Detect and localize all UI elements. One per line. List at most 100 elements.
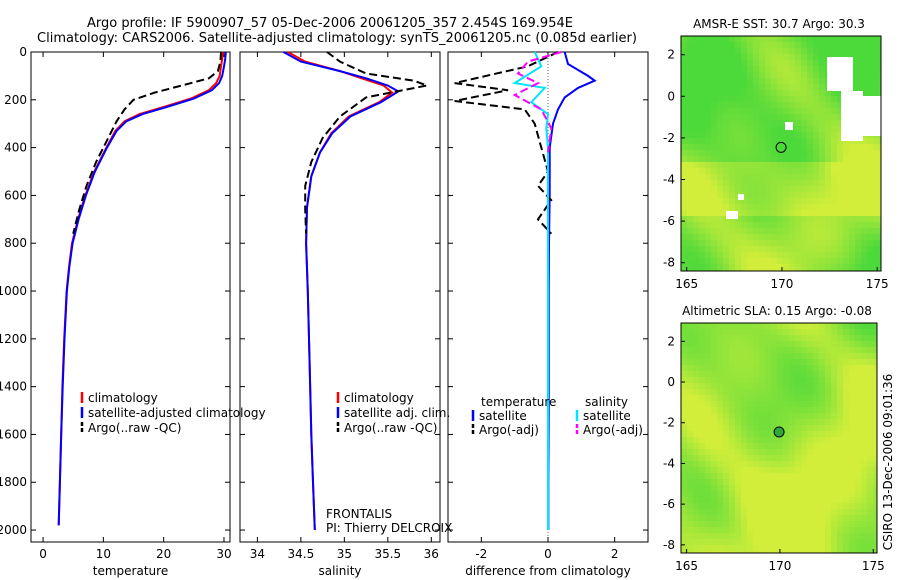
sla_map-cell xyxy=(747,371,753,377)
sst_map-cell xyxy=(759,42,765,48)
sst_map-cell xyxy=(777,180,783,186)
sst_map-cell xyxy=(879,216,881,222)
sst_map-cell xyxy=(795,60,801,66)
salinity-legend-label-1: satellite adj. clim. xyxy=(344,406,450,420)
sst_map-cell xyxy=(789,108,795,114)
sla_map-cell xyxy=(681,437,687,443)
sst_map-cell xyxy=(735,198,741,204)
sst_map-cell xyxy=(753,204,759,210)
sst_map-cell xyxy=(837,108,843,114)
sst_map-cell xyxy=(801,258,807,264)
sla_map-cell xyxy=(747,425,753,431)
sla_map-cell xyxy=(705,503,711,509)
sla_map-cell xyxy=(837,425,843,431)
sla_map-cell xyxy=(807,341,813,347)
sla_map-cell xyxy=(765,539,771,545)
sla_map-cell xyxy=(843,353,849,359)
sst_map-cell xyxy=(765,222,771,228)
sla_map-cell xyxy=(693,461,699,467)
sst_map-cell xyxy=(867,240,873,246)
sla_map-cell xyxy=(753,329,759,335)
sst_map-cell xyxy=(711,132,717,138)
sla_map-cell xyxy=(765,413,771,419)
sst_map-cell xyxy=(693,180,699,186)
sla_map-cell xyxy=(741,377,747,383)
sst_map-cell xyxy=(849,180,855,186)
sla_map-cell xyxy=(759,359,765,365)
salinity-series-0 xyxy=(287,51,394,531)
sla_map-cell xyxy=(789,509,795,515)
sla_map-cell xyxy=(801,533,807,539)
sst_map-cell xyxy=(795,252,801,258)
sla_map-cell xyxy=(801,521,807,527)
sla_map-cell xyxy=(735,407,741,413)
sla_map-cell xyxy=(831,431,837,437)
sla_map-cell xyxy=(717,377,723,383)
sla_map-cell xyxy=(723,377,729,383)
sla_map-cell xyxy=(813,413,819,419)
sst_map-cell xyxy=(705,54,711,60)
sst_map-cell xyxy=(873,186,879,192)
sst_map-cell xyxy=(687,162,693,168)
sla_map-cell xyxy=(777,491,783,497)
sla_map-cell xyxy=(795,383,801,389)
sla_map-cell xyxy=(777,365,783,371)
sst_map-cell xyxy=(711,66,717,72)
sst_map-cell xyxy=(873,258,879,264)
sla_map-cell xyxy=(753,479,759,485)
sla_map-cell xyxy=(771,473,777,479)
sla_map-cell xyxy=(711,437,717,443)
sst_map-cell xyxy=(705,42,711,48)
sst_map-cell xyxy=(831,108,837,114)
sla_map-cell xyxy=(711,383,717,389)
sla_map-cell xyxy=(867,527,873,533)
sla_map-cell xyxy=(747,431,753,437)
sst_map-cell xyxy=(837,180,843,186)
sst_map-cell xyxy=(747,204,753,210)
sla_map-cell xyxy=(849,473,855,479)
sla_map-cell xyxy=(801,359,807,365)
sla_map-cell xyxy=(705,539,711,545)
sst_map-cell xyxy=(831,174,837,180)
sst_map-cell xyxy=(795,174,801,180)
sst_map-cell xyxy=(771,144,777,150)
sst_map-cell xyxy=(753,252,759,258)
sla_map-cell xyxy=(765,359,771,365)
sst_map-cell xyxy=(705,90,711,96)
sla_map-cell xyxy=(777,527,783,533)
sst_map-cell xyxy=(837,264,843,270)
sst_map-cell xyxy=(801,228,807,234)
sst_map-cell xyxy=(861,246,867,252)
sst_map-cell xyxy=(729,84,735,90)
sla_map-cell xyxy=(723,473,729,479)
sst_map-cell xyxy=(819,42,825,48)
sla_map-cell xyxy=(777,401,783,407)
sla_map-cell xyxy=(729,545,735,551)
sst_map-cell xyxy=(783,168,789,174)
sst_map-cell xyxy=(771,120,777,126)
difference-legend-label-4: satellite xyxy=(583,409,631,423)
sla_map-cell xyxy=(849,419,855,425)
sst_map-cell xyxy=(753,144,759,150)
sla_map-cell xyxy=(765,521,771,527)
sla_map-cell xyxy=(789,353,795,359)
sla_map-cell xyxy=(783,431,789,437)
sst_map-cell xyxy=(855,60,861,66)
sla_map-cell xyxy=(801,509,807,515)
sst_map-cell xyxy=(867,246,873,252)
sst_map-cell xyxy=(711,198,717,204)
sst_map-cell xyxy=(801,240,807,246)
sst_map-cell xyxy=(807,156,813,162)
sla_map-cell xyxy=(813,533,819,539)
sst_map-cell xyxy=(747,126,753,132)
sla_map-cell xyxy=(699,521,705,527)
sst_map-cell xyxy=(879,162,881,168)
sst_map-cell xyxy=(849,222,855,228)
sla_map-cell xyxy=(807,431,813,437)
sst_map-cell xyxy=(699,102,705,108)
sla_map-cell xyxy=(735,365,741,371)
sla_map-cell xyxy=(687,443,693,449)
sla_map-cell xyxy=(831,395,837,401)
sla_map-cell xyxy=(849,539,855,545)
sla_map-cell xyxy=(783,371,789,377)
